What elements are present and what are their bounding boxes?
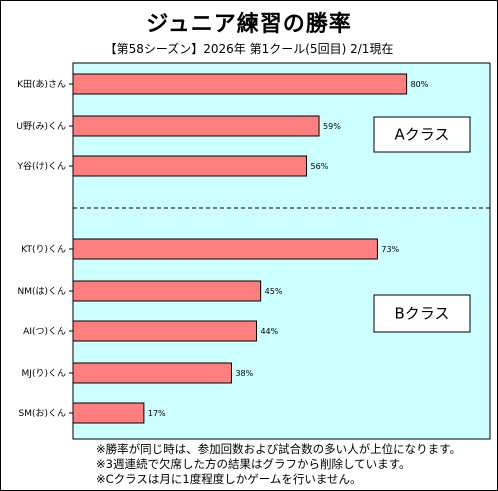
category-label: NM(は)くん — [17, 286, 66, 297]
footnotes: ※勝率が同じ時は、参加回数および試合数の多い人が上位になります。 ※3週連続で欠… — [96, 442, 461, 487]
category-label: K田(あ)さん — [17, 79, 66, 90]
bar — [72, 320, 257, 342]
category-label: MJ(り)くん — [22, 368, 66, 379]
data-label: 17% — [148, 409, 166, 418]
footnote-3: ※Cクラスは月に1度程度しかゲームを行いません。 — [96, 472, 362, 486]
category-label: Y谷(け)くん — [16, 161, 66, 172]
data-label: 44% — [260, 327, 278, 336]
data-label: 56% — [311, 162, 329, 171]
bar — [72, 115, 320, 137]
bar — [72, 73, 408, 95]
bar — [72, 362, 232, 384]
footnote-1: ※勝率が同じ時は、参加回数および試合数の多い人が上位になります。 — [96, 442, 461, 456]
data-label: 59% — [323, 122, 341, 131]
category-label: SM(お)くん — [18, 408, 66, 419]
class-label-box — [373, 294, 471, 333]
class-label: Aクラス — [395, 126, 450, 144]
bar — [72, 402, 145, 424]
bar — [72, 238, 378, 260]
data-label: 38% — [235, 369, 253, 378]
chart-subtitle: 【第58シーズン】2026年 第1クール(5回目) 2/1現在 — [104, 42, 394, 56]
bar — [72, 155, 308, 177]
category-label: AI(つ)くん — [23, 326, 66, 337]
bar — [72, 280, 262, 302]
data-label: 45% — [265, 287, 283, 296]
data-label: 80% — [411, 80, 429, 89]
data-label: 73% — [381, 245, 399, 254]
class-label-box — [373, 116, 471, 153]
footnote-2: ※3週連続で欠席した方の結果はグラフから削除しています。 — [96, 457, 411, 471]
chart-title: ジュニア練習の勝率 — [146, 12, 352, 37]
class-label: Bクラス — [395, 305, 450, 323]
category-label: KT(り)くん — [21, 244, 66, 255]
category-label: U野(み)くん — [16, 121, 66, 132]
